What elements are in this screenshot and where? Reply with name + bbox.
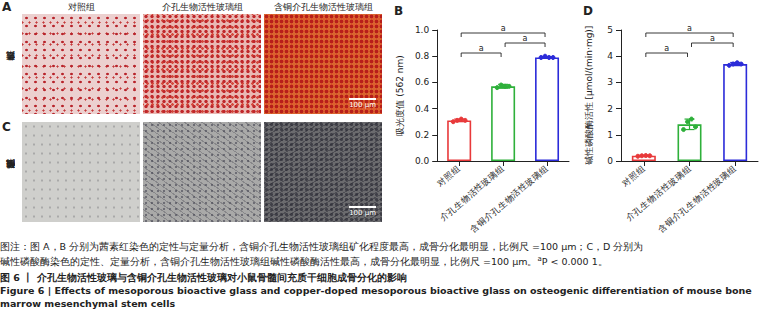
svg-text:1: 1 (607, 130, 613, 140)
svg-text:含铜介孔生物活性玻璃组: 含铜介孔生物活性玻璃组 (468, 163, 550, 234)
svg-text:a: a (687, 24, 692, 33)
html-text:Figure 6 | Effects of mesoporo: Figure 6 | Effects of mesoporous bioacti… (0, 285, 752, 310)
svg-text:a: a (501, 24, 506, 33)
svg-text:0.0: 0.0 (415, 156, 430, 166)
svg-text:D: D (583, 4, 593, 18)
html-text:C: C (2, 120, 11, 134)
svg-text:0.6: 0.6 (415, 77, 430, 87)
html-text:图 6 丨 介孔生物活性玻璃与含铜介孔生物活性玻璃对小鼠骨髓: 图 6 丨 介孔生物活性玻璃与含铜介孔生物活性玻璃对小鼠骨髓间充质干细胞成骨分化… (0, 272, 407, 284)
svg-text:a: a (479, 44, 484, 53)
html-text:含铜介孔生物活性玻璃组: 含铜介孔生物活性玻璃组 (273, 2, 373, 12)
svg-text:4: 4 (607, 51, 613, 61)
svg-text:含铜介孔生物活性玻璃组: 含铜介孔生物活性玻璃组 (656, 163, 738, 234)
svg-text:碱性磷酸酶活性 [μmol/(min·mg)]: 碱性磷酸酶活性 [μmol/(min·mg)] (584, 26, 594, 166)
svg-text:2: 2 (607, 104, 613, 114)
svg-text:对照组: 对照组 (620, 163, 647, 188)
html-text:A: A (2, 0, 12, 14)
svg-text:对照组: 对照组 (435, 163, 462, 188)
svg-text:a: a (710, 34, 715, 43)
svg-text:a: a (664, 44, 669, 53)
html-text:碱性磷酸酶染色的定性、定量分析，含铜介孔生物活性玻璃组碱性磷: 碱性磷酸酶染色的定性、定量分析，含铜介孔生物活性玻璃组碱性磷酸酶活性最高，成骨分… (0, 255, 608, 268)
svg-text:1.0: 1.0 (415, 25, 430, 35)
svg-text:3: 3 (607, 77, 613, 87)
svg-text:0.4: 0.4 (415, 104, 430, 114)
svg-text:5: 5 (607, 25, 613, 35)
html-text:100 μm: 100 μm (349, 209, 376, 217)
svg-text:B: B (394, 4, 403, 18)
html-text:对照组: 对照组 (67, 2, 95, 12)
svg-text:吸光度值 (562 nm): 吸光度值 (562 nm) (395, 55, 405, 135)
svg-text:0.2: 0.2 (415, 130, 429, 140)
html-text:介孔生物活性玻璃组: 介孔生物活性玻璃组 (161, 2, 243, 12)
svg-text:0: 0 (607, 156, 613, 166)
svg-text:a: a (523, 34, 528, 43)
svg-text:0.8: 0.8 (415, 51, 430, 61)
html-text:图注：图 A，B 分别为茜素红染色的定性与定量分析，含铜介孔: 图注：图 A，B 分别为茜素红染色的定性与定量分析，含铜介孔生物活性玻璃组矿化程… (0, 241, 644, 252)
html-text:100 μm: 100 μm (349, 101, 376, 109)
